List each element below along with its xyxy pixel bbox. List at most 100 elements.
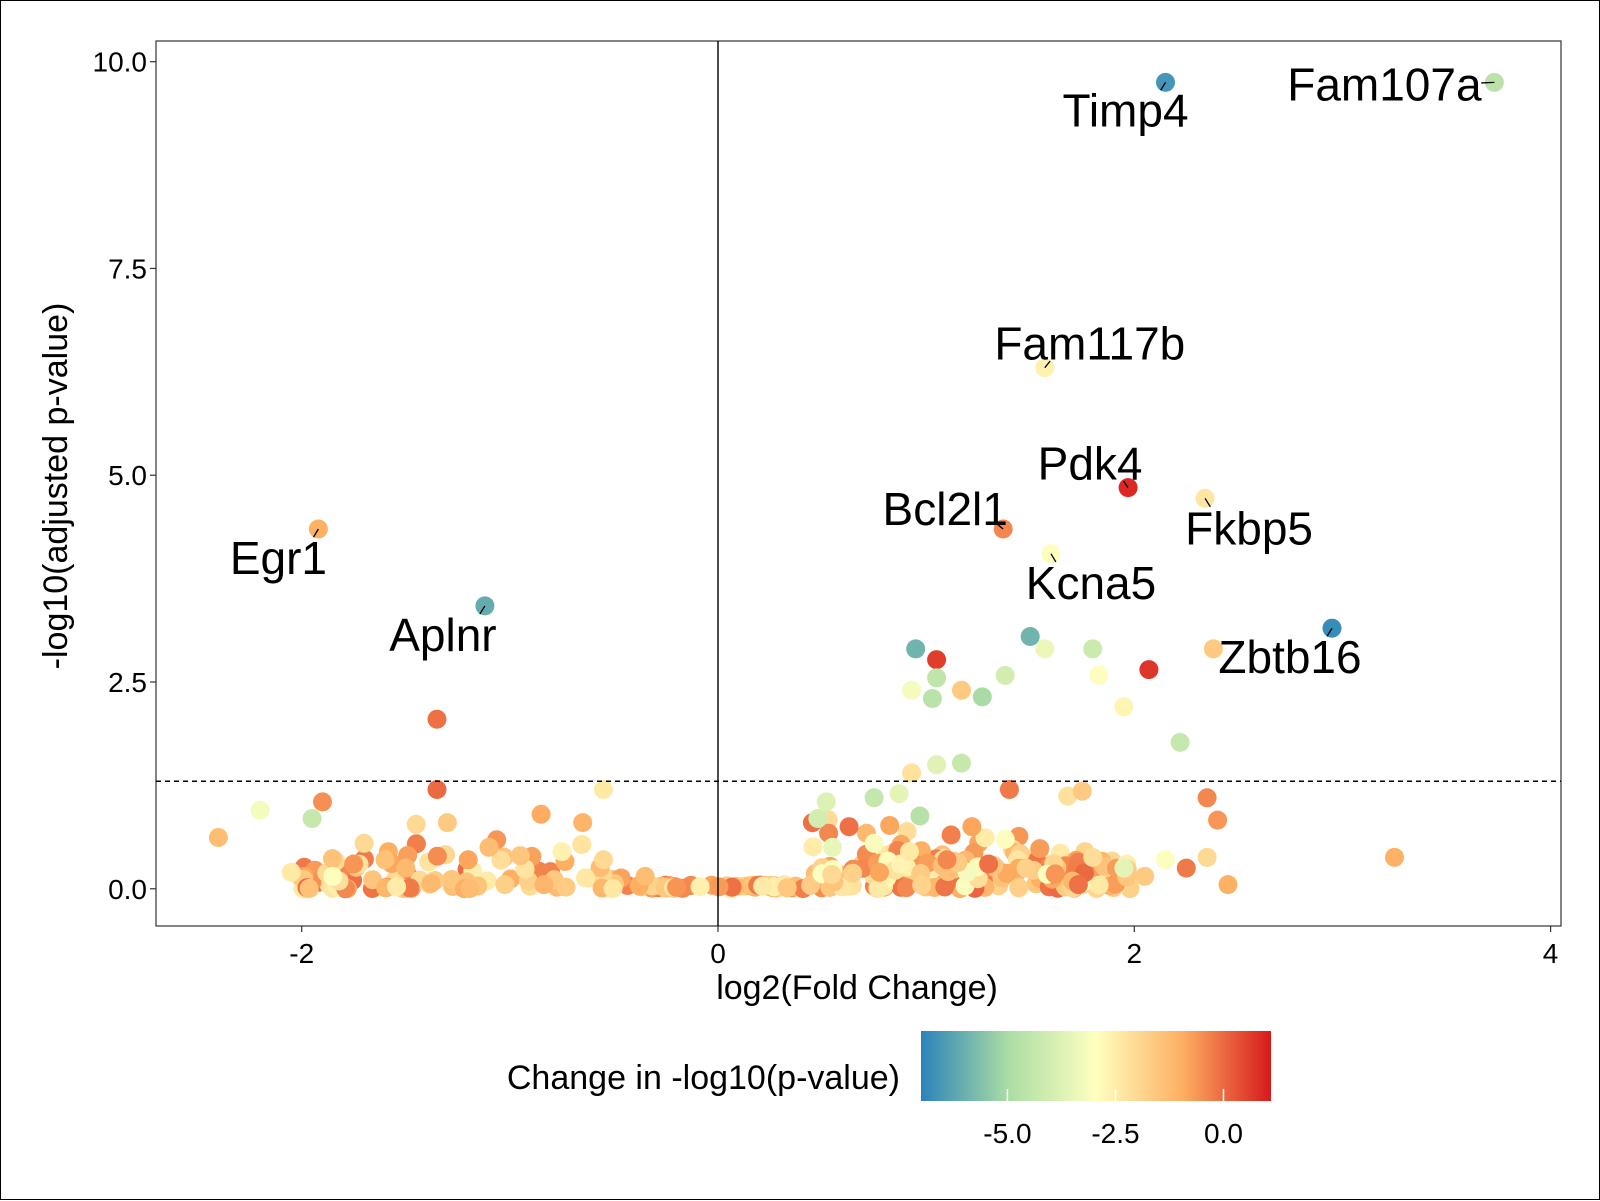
data-point (1385, 847, 1404, 867)
data-point (603, 879, 623, 899)
data-point (427, 709, 447, 729)
data-point (208, 828, 228, 847)
data-point (479, 837, 499, 857)
data-point (427, 780, 447, 799)
data-point (1197, 847, 1217, 867)
gene-label: Bcl2l1 (883, 483, 1008, 535)
data-point (927, 755, 947, 775)
labeled-data-point (1484, 72, 1504, 92)
data-point (437, 813, 457, 833)
data-point (952, 753, 971, 773)
data-point (344, 854, 364, 874)
y-tick-label: 7.5 (108, 253, 147, 284)
labeled-data-point (475, 596, 495, 616)
data-point (1009, 878, 1029, 898)
data-point (302, 809, 322, 828)
data-point (722, 877, 742, 897)
data-point (1089, 665, 1109, 685)
data-point (1208, 810, 1228, 830)
colorbar-legend: Change in -log10(p-value) -5.0 -2.5 0.0 (507, 1031, 1271, 1149)
colorbar (921, 1031, 1271, 1101)
data-point (900, 842, 919, 862)
label-leader-line (312, 528, 319, 538)
data-point (1072, 781, 1092, 801)
data-point (823, 837, 842, 857)
data-point (889, 784, 909, 804)
label-leader-line (1044, 360, 1051, 369)
data-point (1020, 627, 1040, 646)
data-point (323, 849, 342, 869)
data-point (299, 879, 319, 898)
data-point (1045, 864, 1065, 884)
data-point (406, 814, 426, 834)
y-tick-label: 0.0 (108, 874, 147, 905)
data-point (573, 813, 593, 833)
y-tick-label: 5.0 (108, 460, 147, 491)
gene-labels: Fam107a Timp4 Fam117b Pdk4 Fkbp5 Bcl2l1 Egr1 Kc… (230, 58, 1495, 683)
label-leader-line (1122, 480, 1129, 489)
data-point (979, 854, 999, 874)
label-leader-line (1160, 82, 1167, 91)
data-point (902, 763, 922, 783)
colorbar-tick-label: -5.0 (983, 1118, 1031, 1149)
data-point (552, 842, 572, 862)
data-point (427, 846, 447, 866)
label-leader-line (479, 605, 486, 615)
gene-label: Egr1 (230, 532, 327, 584)
data-point (594, 780, 613, 799)
data-point (1089, 875, 1109, 895)
x-tick-label: 0 (710, 938, 726, 969)
data-point (777, 878, 797, 898)
data-point (937, 850, 957, 870)
data-point (1114, 697, 1134, 717)
label-leader-line (1481, 81, 1495, 84)
data-point (902, 680, 922, 700)
label-leader-line (1326, 627, 1333, 637)
gene-label: Fam117b (994, 318, 1185, 370)
plot-panel (155, 40, 1562, 927)
data-point (822, 865, 842, 884)
data-point (962, 817, 982, 837)
data-point (421, 874, 441, 893)
data-point (870, 862, 889, 882)
data-point (1030, 839, 1050, 859)
data-point (1218, 875, 1238, 895)
data-point (387, 877, 407, 897)
data-point (396, 858, 416, 878)
data-point (460, 879, 480, 898)
data-point (491, 850, 511, 870)
data-point (667, 877, 687, 897)
data-point (941, 825, 961, 845)
data-point (927, 668, 947, 688)
data-point (975, 828, 995, 848)
data-point (1139, 660, 1159, 680)
data-point (927, 650, 947, 670)
data-point (1035, 639, 1055, 659)
colorbar-tick-label: -2.5 (1091, 1118, 1139, 1149)
data-point (1083, 639, 1103, 659)
y-tick-label: 10.0 (93, 47, 148, 78)
data-point (635, 866, 655, 886)
data-point (816, 792, 836, 812)
data-point (803, 837, 823, 857)
data-point (576, 868, 595, 888)
data-point (375, 850, 395, 870)
data-point (1156, 850, 1175, 870)
labeled-data-point (1322, 618, 1342, 638)
data-point (1197, 788, 1217, 808)
data-point (1058, 786, 1078, 806)
data-point (313, 792, 332, 812)
data-point (972, 687, 992, 707)
data-point (869, 878, 889, 898)
data-point (323, 866, 343, 886)
data-point (906, 639, 926, 659)
data-point (864, 833, 884, 853)
data-point (910, 806, 930, 826)
data-point (843, 863, 863, 883)
data-point (1016, 858, 1036, 878)
data-point (1068, 875, 1088, 895)
y-tick-label: 2.5 (108, 667, 147, 698)
gene-label: Pdk4 (1038, 438, 1143, 490)
data-point (1114, 858, 1134, 878)
